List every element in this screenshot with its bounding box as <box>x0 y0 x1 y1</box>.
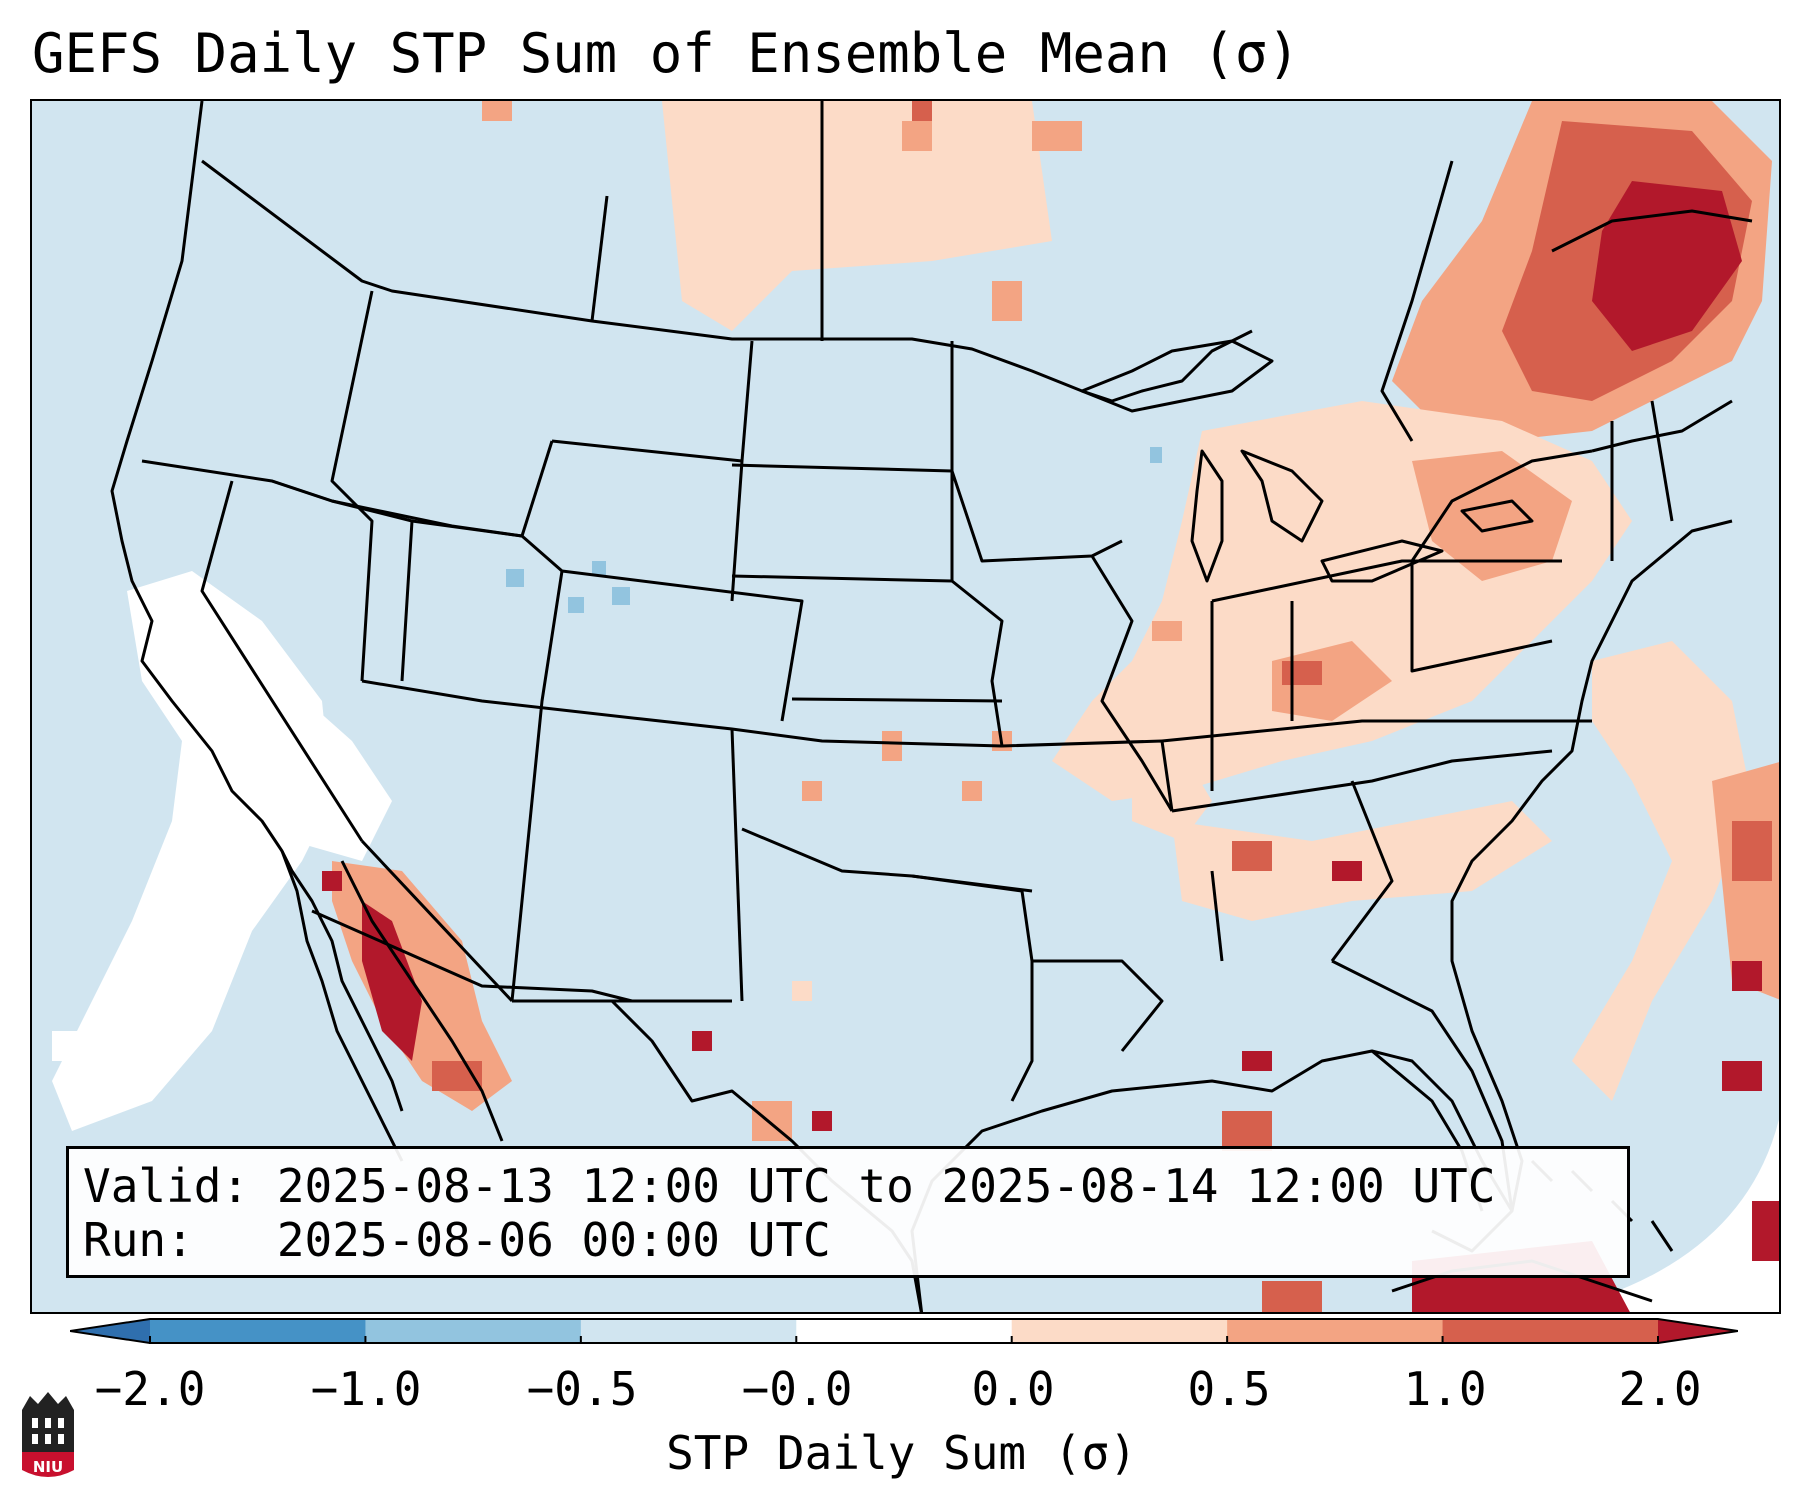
sonora-coast <box>340 860 504 1142</box>
baja-peninsula <box>280 850 404 1162</box>
us-mexico-border <box>311 909 633 1003</box>
colorbar-tick-label: −2.0 <box>94 1362 206 1416</box>
colorbar-bin <box>365 1319 582 1343</box>
valid-time-text: Valid: 2025-08-13 12:00 UTC to 2025-08-1… <box>83 1159 1496 1213</box>
coastlines-and-borders <box>110 101 1753 1312</box>
colorbar <box>70 1318 1738 1344</box>
colorbar-bin <box>796 1319 1013 1343</box>
negative-anomaly-cells <box>506 447 1162 613</box>
colorbar-bin <box>1227 1319 1444 1343</box>
colorbar-bin <box>1442 1319 1659 1343</box>
colorbar-tick-label: 1.0 <box>1403 1362 1487 1416</box>
colorbar-tick-label: −0.5 <box>526 1362 638 1416</box>
colorbar-extend-low <box>70 1319 150 1343</box>
valid-run-info-box: Valid: 2025-08-13 12:00 UTC to 2025-08-1… <box>66 1146 1630 1278</box>
colorbar-tick-label: 2.0 <box>1618 1362 1702 1416</box>
colorbar-label: STP Daily Sum (σ) <box>666 1426 1137 1480</box>
lake-erie <box>1320 539 1444 583</box>
lake-michigan <box>1190 449 1224 583</box>
colorbar-tick-label: −0.0 <box>741 1362 853 1416</box>
logo-text: NIU <box>33 1458 63 1476</box>
us-canada-border <box>201 159 1253 403</box>
lake-huron <box>1240 449 1324 543</box>
run-time-text: Run: 2025-08-06 00:00 UTC <box>83 1213 831 1267</box>
near-zero-anomaly-region <box>52 571 392 1131</box>
niu-logo: NIU <box>22 1392 74 1477</box>
west-coast <box>110 101 404 1112</box>
colorbar-tick-label: 0.0 <box>971 1362 1055 1416</box>
colorbar-tick-label: 0.5 <box>1187 1362 1271 1416</box>
stp-map <box>30 99 1781 1314</box>
colorbar-bin <box>580 1319 797 1343</box>
map-canvas <box>32 101 1779 1312</box>
colorbar-bin <box>150 1319 366 1343</box>
lake-superior <box>1080 339 1274 413</box>
map-title: GEFS Daily STP Sum of Ensemble Mean (σ) <box>32 22 1300 85</box>
east-coast <box>1450 519 1733 1212</box>
colorbar-tick-label: −1.0 <box>310 1362 422 1416</box>
colorbar-extend-high <box>1658 1319 1738 1343</box>
lake-ontario <box>1460 499 1534 533</box>
colorbar-bin <box>1011 1319 1228 1343</box>
